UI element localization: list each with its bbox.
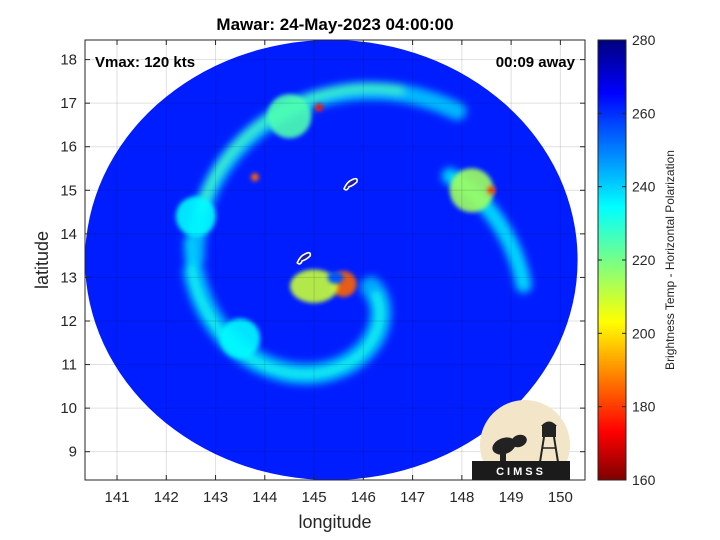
- x-tick-label: 147: [400, 489, 425, 506]
- colorbar-ticks: 160 180 200 220 240 260 280: [598, 32, 656, 488]
- y-tick-label: 11: [61, 357, 77, 374]
- x-tick-label: 146: [351, 489, 376, 506]
- colorbar-tick-label: 260: [632, 105, 656, 121]
- x-tick-label: 150: [548, 489, 573, 506]
- water-tower-icon: [539, 421, 559, 463]
- hot-spot-feature: [250, 173, 259, 182]
- colorbar-tick-label: 180: [632, 399, 656, 415]
- colorbar: [597, 39, 627, 481]
- vmax-annotation: Vmax: 120 kts: [95, 54, 195, 71]
- x-tick-label: 149: [499, 489, 524, 506]
- inner-band-feature: [290, 269, 339, 303]
- y-tick-label: 18: [60, 52, 77, 69]
- x-tick-label: 145: [302, 489, 327, 506]
- swath-disk: [85, 40, 578, 480]
- storm-eye: [327, 271, 344, 284]
- x-tick-label: 144: [252, 489, 277, 506]
- time-away-annotation: 00:09 away: [496, 54, 576, 71]
- y-tick-label: 16: [60, 139, 77, 156]
- hot-spot-feature: [487, 186, 496, 195]
- brightness-temp-swath: [85, 40, 578, 480]
- x-tick-label: 142: [154, 489, 179, 506]
- spiral-band-feature: [220, 318, 261, 359]
- x-tick-labels: 141 142 143 144 145 146 147 148 149 150: [105, 40, 573, 506]
- colorbar-tick-label: 240: [632, 179, 656, 195]
- y-tick-labels: 9 10 11 12 13 14 15 16 17 18: [60, 52, 585, 461]
- chart-title: Mawar: 24-May-2023 04:00:00: [216, 15, 453, 34]
- x-tick-label: 143: [203, 489, 228, 506]
- colorbar-label: Brightness Temp - Horizontal Polarizatio…: [663, 150, 677, 370]
- y-tick-label: 14: [60, 226, 77, 243]
- island-outline: [296, 251, 312, 265]
- spiral-band-feature: [175, 196, 216, 237]
- colorbar-tick-label: 280: [632, 32, 656, 48]
- x-axis-label: longitude: [298, 512, 371, 532]
- colorbar-tick-label: 160: [632, 472, 656, 488]
- x-tick-label: 148: [449, 489, 474, 506]
- y-tick-label: 17: [60, 95, 77, 112]
- y-axis-label: latitude: [32, 231, 52, 289]
- colorbar-tick-label: 200: [632, 325, 656, 341]
- y-tick-label: 9: [69, 444, 77, 461]
- cimss-logo: CIMSS: [472, 400, 570, 480]
- outer-band-feature: [449, 168, 494, 213]
- spiral-band-core: [184, 236, 385, 379]
- outer-band-feature: [267, 94, 312, 139]
- y-tick-label: 13: [60, 269, 77, 286]
- y-tick-label: 10: [60, 400, 77, 417]
- satellite-dish-icon: [492, 434, 527, 464]
- y-tick-label: 15: [60, 182, 77, 199]
- x-tick-label: 141: [105, 489, 130, 506]
- y-tick-label: 12: [60, 313, 77, 330]
- plot-frame: [84, 39, 586, 481]
- colorbar-tick-label: 220: [632, 252, 656, 268]
- logo-text: CIMSS: [496, 466, 546, 478]
- island-outline: [343, 177, 358, 191]
- hot-spot-feature: [314, 103, 323, 112]
